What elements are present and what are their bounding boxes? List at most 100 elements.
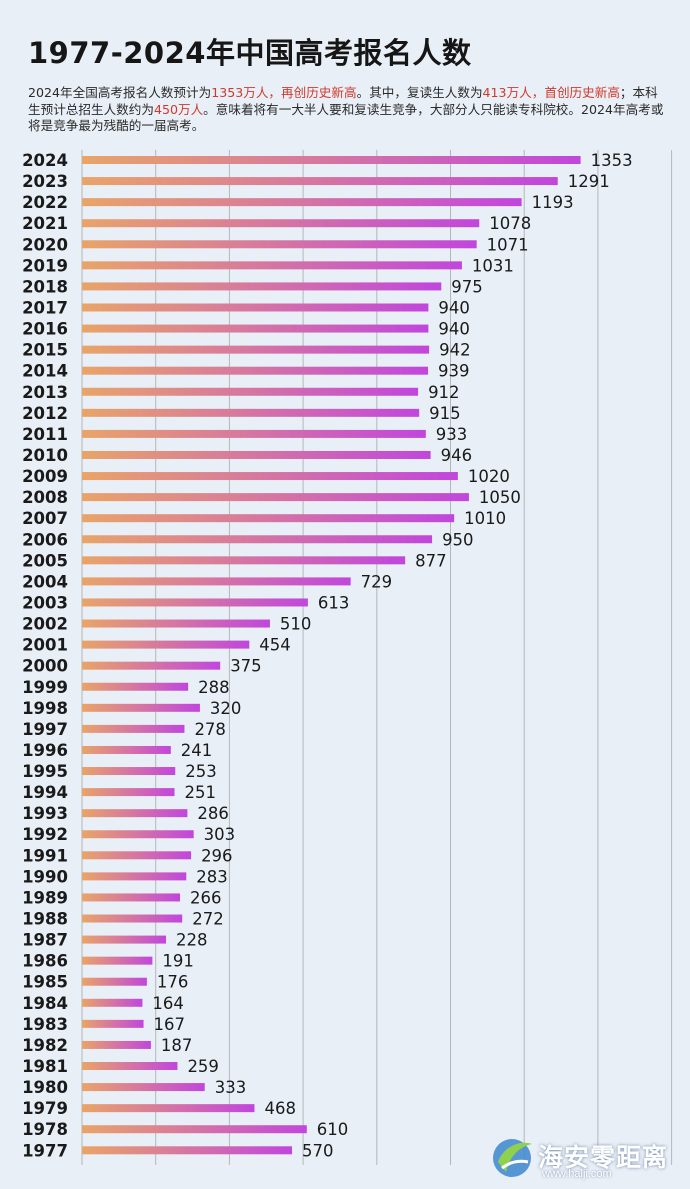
value-label: 933	[436, 425, 468, 444]
value-label: 1291	[568, 172, 610, 191]
bar	[82, 956, 153, 965]
value-label: 1031	[472, 256, 514, 275]
year-label: 2008	[22, 488, 68, 507]
value-label: 283	[196, 867, 228, 886]
desc-highlight-enrollment: 450万人	[153, 101, 204, 117]
value-label: 191	[162, 952, 194, 971]
value-label: 1050	[479, 488, 521, 507]
bar	[82, 893, 181, 902]
value-label: 167	[154, 1015, 186, 1034]
value-label: 940	[438, 298, 470, 317]
bar-chart: 2024 1353 2023 1291 2022 1193 2021 1078 2020 1071…	[22, 150, 673, 1165]
value-label: 454	[259, 636, 291, 655]
year-label: 1994	[22, 783, 68, 802]
bar	[82, 809, 188, 818]
value-label: 241	[181, 741, 213, 760]
value-label: 164	[152, 994, 184, 1013]
value-label: 613	[318, 593, 350, 612]
year-label: 1983	[22, 1015, 68, 1034]
bar	[82, 261, 462, 270]
bar	[82, 619, 270, 628]
bar	[82, 640, 250, 649]
value-label: 912	[428, 383, 460, 402]
year-label: 1999	[22, 678, 68, 697]
value-label: 570	[302, 1141, 334, 1160]
year-label: 2018	[22, 277, 68, 296]
value-label: 259	[187, 1057, 219, 1076]
value-label: 320	[210, 699, 242, 718]
year-label: 2012	[22, 404, 68, 423]
bar	[82, 998, 143, 1007]
year-label: 2020	[22, 235, 68, 254]
year-label: 2021	[22, 214, 68, 233]
desc-text-4: 。意味着将有一大半人要和复读生竞争，大部分人只能读专科院校。2024年高考或将是…	[28, 101, 664, 134]
bar	[82, 450, 431, 459]
value-label: 251	[184, 783, 216, 802]
bar	[82, 156, 581, 164]
year-label: 2006	[22, 530, 68, 549]
year-label: 1996	[22, 741, 68, 760]
desc-text-2: 。其中，复读生人数为	[356, 85, 483, 100]
bar	[82, 556, 406, 565]
bar	[82, 345, 430, 354]
bar	[82, 872, 187, 881]
year-label: 2024	[22, 151, 68, 170]
bar	[82, 830, 194, 839]
page-title: 1977-2024年中国高考报名人数	[28, 36, 472, 70]
value-label: 266	[190, 888, 222, 907]
value-label: 729	[361, 572, 393, 591]
value-label: 278	[194, 720, 226, 739]
bar	[82, 598, 308, 607]
watermark-name: 海安零距离	[538, 1143, 669, 1172]
year-label: 2011	[22, 425, 68, 444]
bar	[82, 745, 171, 754]
bar	[82, 682, 189, 691]
watermark: 海安零距离 www.halji.com	[488, 1132, 688, 1184]
year-label: 2014	[22, 362, 68, 381]
year-label: 1998	[22, 699, 68, 718]
bar	[82, 514, 455, 523]
year-label: 2017	[22, 298, 68, 317]
value-label: 510	[280, 615, 312, 634]
year-label: 1986	[22, 952, 68, 971]
bar	[82, 767, 176, 776]
bar	[82, 1125, 307, 1134]
bar	[82, 535, 433, 544]
year-label: 1992	[22, 825, 68, 844]
value-label: 877	[415, 551, 447, 570]
year-label: 2000	[22, 657, 68, 676]
value-label: 296	[201, 846, 233, 865]
bar	[82, 387, 419, 396]
value-label: 288	[198, 678, 230, 697]
bar	[82, 661, 221, 670]
year-label: 1985	[22, 973, 68, 992]
value-label: 253	[185, 762, 217, 781]
bar	[82, 1104, 255, 1113]
value-label: 940	[438, 320, 470, 339]
bar	[82, 1040, 151, 1049]
bar	[82, 219, 480, 228]
bar	[82, 1062, 178, 1071]
year-label: 2013	[22, 383, 68, 402]
year-label: 2002	[22, 615, 68, 634]
value-label: 946	[441, 446, 473, 465]
year-label: 2007	[22, 509, 68, 528]
year-label: 1997	[22, 720, 68, 739]
value-label: 1010	[464, 509, 506, 528]
bar	[82, 1146, 293, 1155]
value-label: 468	[264, 1099, 296, 1118]
year-label: 1988	[22, 910, 68, 929]
bar	[82, 493, 469, 502]
year-label: 2019	[22, 256, 68, 275]
value-label: 1071	[487, 235, 529, 254]
year-label: 2016	[22, 320, 68, 339]
year-label: 2003	[22, 593, 68, 612]
value-label: 610	[317, 1120, 349, 1139]
desc-highlight-total: 1353万人，再创历史新高	[211, 85, 357, 100]
bar	[82, 324, 429, 333]
value-label: 333	[215, 1078, 247, 1097]
bar	[82, 703, 200, 712]
bar	[82, 724, 185, 733]
year-label: 1989	[22, 888, 68, 907]
bar	[82, 408, 420, 417]
